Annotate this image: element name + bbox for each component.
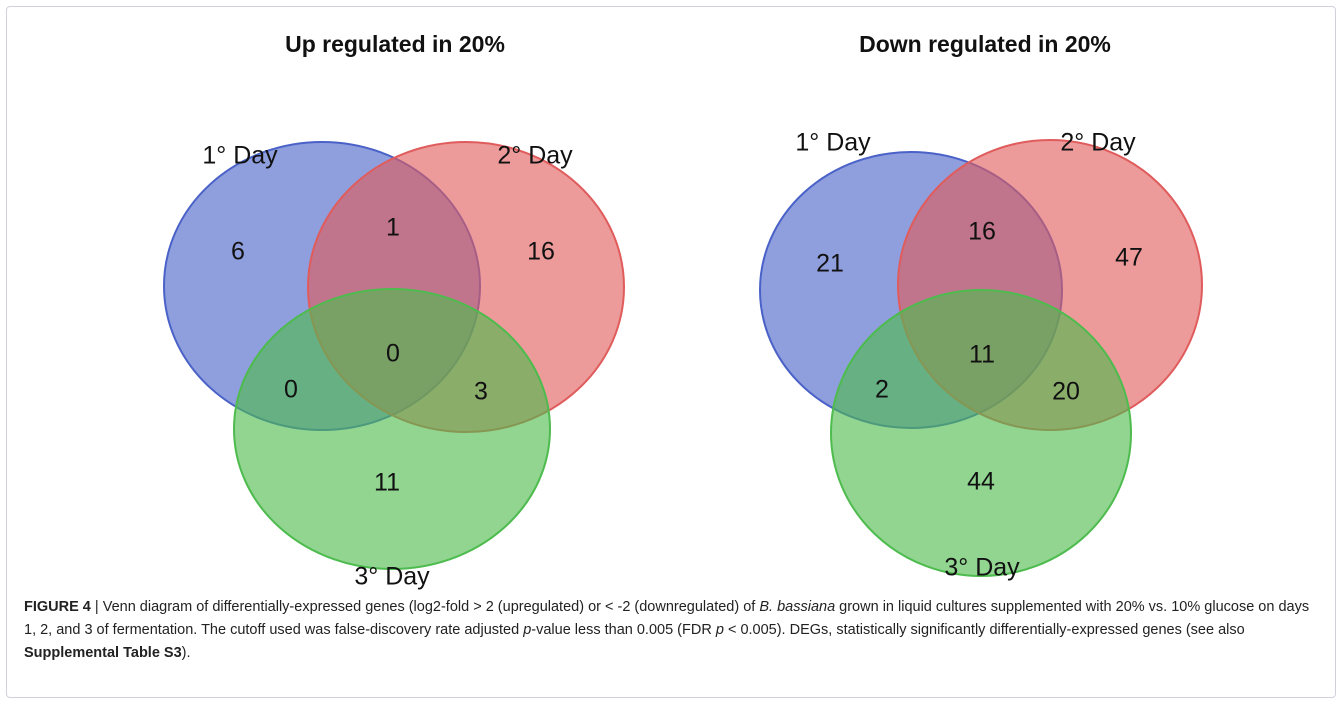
region-count: 16 bbox=[527, 238, 555, 266]
region-count: 21 bbox=[816, 250, 844, 278]
set-label: 3° Day bbox=[944, 554, 1020, 582]
region-count: 2 bbox=[875, 376, 889, 404]
set-circle bbox=[233, 288, 551, 570]
region-count: 11 bbox=[969, 341, 995, 369]
set-label: 2° Day bbox=[1060, 129, 1136, 157]
region-count: 20 bbox=[1052, 378, 1080, 406]
region-count: 44 bbox=[967, 468, 995, 496]
set-circle bbox=[830, 289, 1132, 577]
region-count: 0 bbox=[284, 376, 298, 404]
set-label: 1° Day bbox=[795, 129, 871, 157]
caption-label: FIGURE 4 bbox=[24, 599, 91, 615]
region-count: 11 bbox=[374, 469, 400, 497]
caption: FIGURE 4 | Venn diagram of differentiall… bbox=[24, 596, 1324, 665]
caption-species: B. bassiana bbox=[759, 599, 836, 615]
caption-text: < 0.005). DEGs, statistically significan… bbox=[723, 622, 1245, 638]
caption-text: grown in liquid cultures supplemented wi… bbox=[24, 599, 1310, 638]
caption-italic: p bbox=[523, 622, 532, 638]
caption-text: ). bbox=[181, 645, 191, 661]
caption-text: -value less than 0.005 (FDR bbox=[531, 622, 716, 638]
caption-text: | Venn diagram of differentially-express… bbox=[90, 599, 760, 615]
region-count: 0 bbox=[386, 340, 400, 368]
region-count: 1 bbox=[386, 214, 400, 242]
figure-frame bbox=[6, 6, 1336, 698]
caption-reference: Supplemental Table S3 bbox=[24, 645, 182, 661]
region-count: 6 bbox=[231, 238, 245, 266]
caption-italic: p bbox=[715, 622, 724, 638]
set-label: 1° Day bbox=[202, 142, 278, 170]
region-count: 47 bbox=[1115, 244, 1143, 272]
region-count: 16 bbox=[968, 218, 996, 246]
venn-title: Down regulated in 20% bbox=[859, 31, 1111, 57]
region-count: 3 bbox=[474, 378, 488, 406]
set-label: 3° Day bbox=[354, 563, 430, 590]
venn-title: Up regulated in 20% bbox=[285, 31, 505, 57]
set-label: 2° Day bbox=[497, 142, 573, 170]
